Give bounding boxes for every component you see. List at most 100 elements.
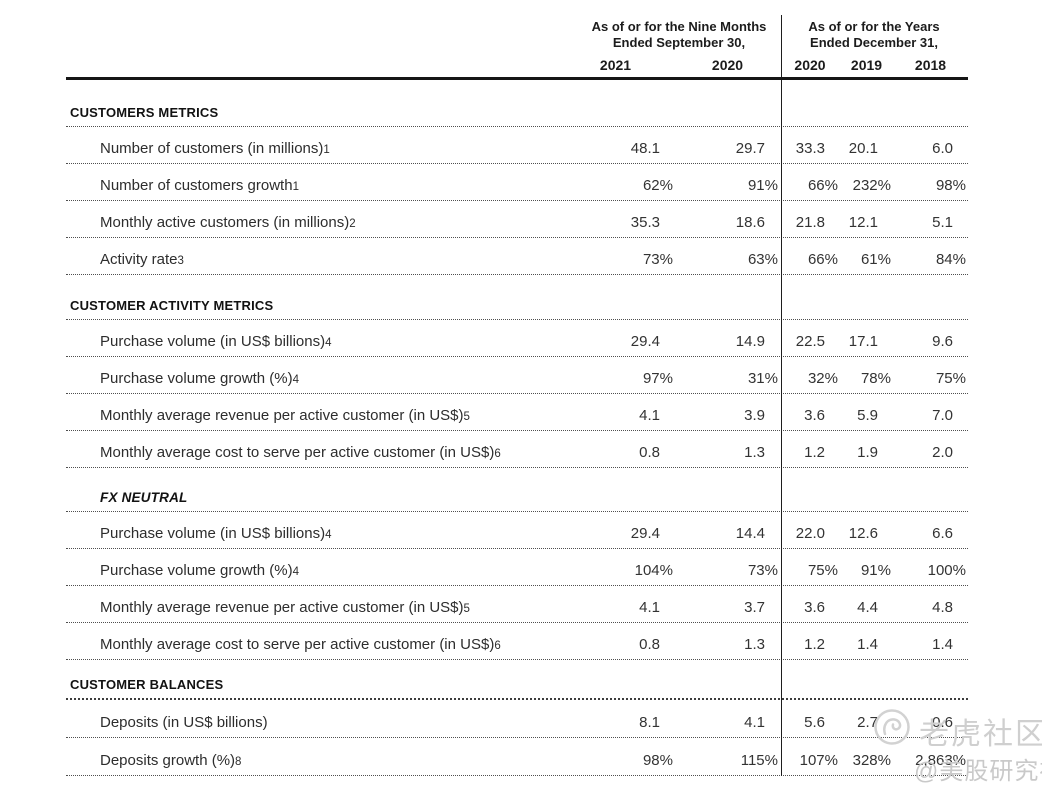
nine-months-line1: As of or for the Nine Months — [591, 19, 767, 34]
metric-label: Monthly average revenue per active custo… — [100, 599, 470, 616]
value-2021: 73% — [642, 251, 673, 268]
metric-label: Number of customers (in millions)1 — [100, 140, 330, 157]
value-2021: 0.8 — [639, 444, 660, 461]
footnote-ref: 1 — [292, 181, 299, 193]
value-2019: 4.4 — [857, 599, 878, 616]
footnote-ref: 5 — [463, 603, 470, 615]
value-2019: 1.4 — [857, 636, 878, 653]
value-2020-nm: 18.6 — [735, 214, 765, 231]
value-2019: 78% — [860, 370, 891, 387]
metric-label: Activity rate3 — [100, 251, 184, 268]
value-2020: 5.6 — [804, 714, 825, 731]
value-2020: 21.8 — [795, 214, 825, 231]
nine-months-header: As of or for the Nine Months Ended Septe… — [578, 13, 780, 51]
table-header: As of or for the Nine Months Ended Septe… — [66, 13, 968, 80]
footnote-ref: 6 — [494, 640, 501, 652]
value-2018: 5.1 — [932, 214, 953, 231]
table-row: Monthly active customers (in millions)2 … — [66, 201, 968, 238]
value-2020: 33.3 — [795, 140, 825, 157]
year-labels-row: 2021 2020 2020 2019 2018 — [66, 57, 968, 73]
tiger-community-watermark: 老虎社区 — [872, 707, 1042, 755]
value-2020-nm: 115% — [740, 752, 778, 769]
value-2021: 8.1 — [639, 714, 660, 731]
value-2018: 6.0 — [932, 140, 953, 157]
period-header-row: As of or for the Nine Months Ended Septe… — [66, 13, 968, 51]
value-2020: 3.6 — [804, 407, 825, 424]
table-row: Purchase volume (in US$ billions)4 29.4 … — [66, 512, 968, 549]
table-row: Deposits growth (%)8 98% 115% 107% 328% … — [66, 738, 968, 776]
footnote-ref: 5 — [463, 411, 470, 423]
value-2020-nm: 31% — [747, 370, 778, 387]
metric-label: Number of customers growth1 — [100, 177, 299, 194]
value-2021: 97% — [642, 370, 673, 387]
footnote-ref: 2 — [349, 218, 356, 230]
year-2018: 2018 — [914, 57, 947, 73]
section-title-customer-activity-metrics: CUSTOMER ACTIVITY METRICS — [66, 275, 968, 320]
metric-label: Monthly average cost to serve per active… — [100, 444, 501, 461]
value-2019: 20.1 — [848, 140, 878, 157]
table-row: Monthly average revenue per active custo… — [66, 394, 968, 431]
footnote-ref: 1 — [323, 144, 330, 156]
value-2020: 1.2 — [804, 636, 825, 653]
value-2021: 62% — [642, 177, 673, 194]
value-2020: 75% — [807, 562, 838, 579]
table-row: Monthly average cost to serve per active… — [66, 623, 968, 660]
value-2021: 104% — [634, 562, 673, 579]
empty-corner — [66, 13, 578, 51]
value-2021: 29.4 — [630, 333, 660, 350]
footnote-ref: 4 — [292, 566, 299, 578]
value-2020: 1.2 — [804, 444, 825, 461]
value-2020-nm: 91% — [747, 177, 778, 194]
value-2020-nm: 73% — [747, 562, 778, 579]
value-2020-nm: 3.9 — [744, 407, 765, 424]
value-2019: 17.1 — [848, 333, 878, 350]
table-row: Purchase volume growth (%)4 97% 31% 32% … — [66, 357, 968, 394]
footnote-ref: 6 — [494, 448, 501, 460]
value-2019: 328% — [852, 752, 891, 769]
value-2019: 12.1 — [848, 214, 878, 231]
table-row: Activity rate3 73% 63% 66% 61% 84% — [66, 238, 968, 275]
metric-label: Monthly active customers (in millions)2 — [100, 214, 356, 231]
table-row: Purchase volume growth (%)4 104% 73% 75%… — [66, 549, 968, 586]
metrics-table: As of or for the Nine Months Ended Septe… — [66, 13, 968, 776]
value-2020: 3.6 — [804, 599, 825, 616]
value-2020: 107% — [799, 752, 838, 769]
value-2020-nm: 1.3 — [744, 444, 765, 461]
value-2018: 4.8 — [932, 599, 953, 616]
tiger-logo-icon — [872, 707, 912, 755]
value-2021: 4.1 — [639, 599, 660, 616]
section-title-customer-balances: CUSTOMER BALANCES — [66, 660, 968, 700]
year-2020-nine-months: 2020 — [711, 57, 744, 73]
footnote-ref: 3 — [177, 255, 184, 267]
value-2020-nm: 3.7 — [744, 599, 765, 616]
value-2020-nm: 14.9 — [735, 333, 765, 350]
value-2018: 100% — [927, 562, 966, 579]
value-2019: 12.6 — [848, 525, 878, 542]
years-line2: Ended December 31, — [810, 35, 938, 50]
value-2018: 0.6 — [932, 714, 953, 731]
value-2021: 98% — [642, 752, 673, 769]
empty-corner — [66, 57, 578, 73]
metric-label: Purchase volume growth (%)4 — [100, 370, 299, 387]
value-2018: 1.4 — [932, 636, 953, 653]
value-2018: 7.0 — [932, 407, 953, 424]
year-2021: 2021 — [599, 57, 632, 73]
table-row: Number of customers (in millions)1 48.1 … — [66, 127, 968, 164]
value-2020-nm: 4.1 — [744, 714, 765, 731]
value-2020-nm: 63% — [747, 251, 778, 268]
value-2019: 5.9 — [857, 407, 878, 424]
metric-label: Purchase volume growth (%)4 — [100, 562, 299, 579]
value-2019: 2.7 — [857, 714, 878, 731]
value-2020: 22.5 — [795, 333, 825, 350]
value-2019: 232% — [852, 177, 891, 194]
value-2018: 98% — [935, 177, 966, 194]
value-2020-nm: 29.7 — [735, 140, 765, 157]
metric-label: Monthly average cost to serve per active… — [100, 636, 501, 653]
research-watermark: @美股研究社 — [914, 758, 1042, 785]
value-2020: 22.0 — [795, 525, 825, 542]
value-2020: 66% — [807, 251, 838, 268]
column-group-divider — [781, 15, 782, 776]
footnote-ref: 4 — [292, 374, 299, 386]
footnote-ref: 8 — [235, 756, 242, 768]
